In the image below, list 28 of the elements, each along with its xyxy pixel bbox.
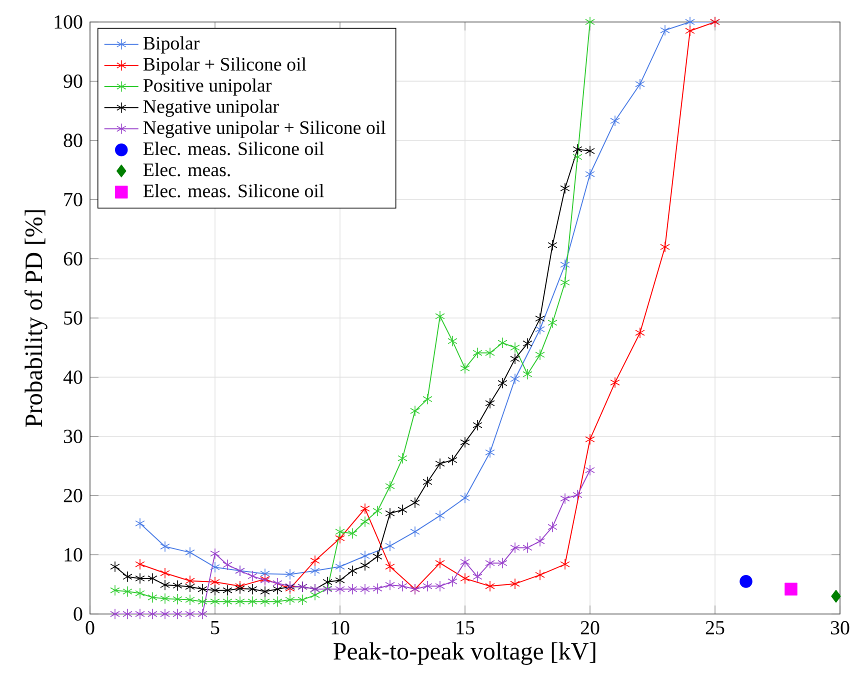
- y-tick-label: 60: [64, 252, 82, 266]
- legend-label: Negative unipolar: [143, 100, 279, 117]
- y-tick-label: 40: [63, 370, 82, 384]
- y-axis-title: Probability of PD [%]: [24, 210, 48, 427]
- x-tick-label: 20: [580, 621, 600, 634]
- x-tick-label: 10: [332, 621, 350, 634]
- x-tick-label: 25: [706, 621, 724, 634]
- y-tick-label: 10: [64, 548, 82, 562]
- x-tick-label: 5: [211, 621, 220, 634]
- x-tick-label: 15: [456, 621, 474, 634]
- y-tick-label: 70: [64, 192, 82, 206]
- y-tick-label: 100: [54, 15, 82, 29]
- legend-label: Elec. meas.: [143, 162, 230, 176]
- x-axis-title: Peak-to-peak voltage [kV]: [334, 642, 596, 665]
- legend-label: Negative unipolar + Silicone oil: [143, 120, 386, 138]
- y-tick-label: 50: [64, 311, 82, 325]
- y-tick-label: 90: [64, 74, 82, 88]
- legend-label: Elec. meas. Silicone oil: [143, 142, 324, 156]
- legend-label: Elec. meas. Silicone oil: [143, 184, 324, 198]
- y-tick-label: 30: [64, 430, 82, 444]
- y-tick-label: 20: [64, 488, 82, 502]
- x-tick-label: 0: [86, 621, 94, 634]
- legend-label: Bipolar: [143, 36, 200, 54]
- y-tick-label: 80: [64, 134, 82, 148]
- y-tick-label: 0: [74, 607, 82, 621]
- legend-label: Bipolar + Silicone oil: [143, 57, 306, 75]
- x-tick-label: 30: [831, 621, 850, 634]
- legend-label: Positive unipolar: [143, 78, 272, 96]
